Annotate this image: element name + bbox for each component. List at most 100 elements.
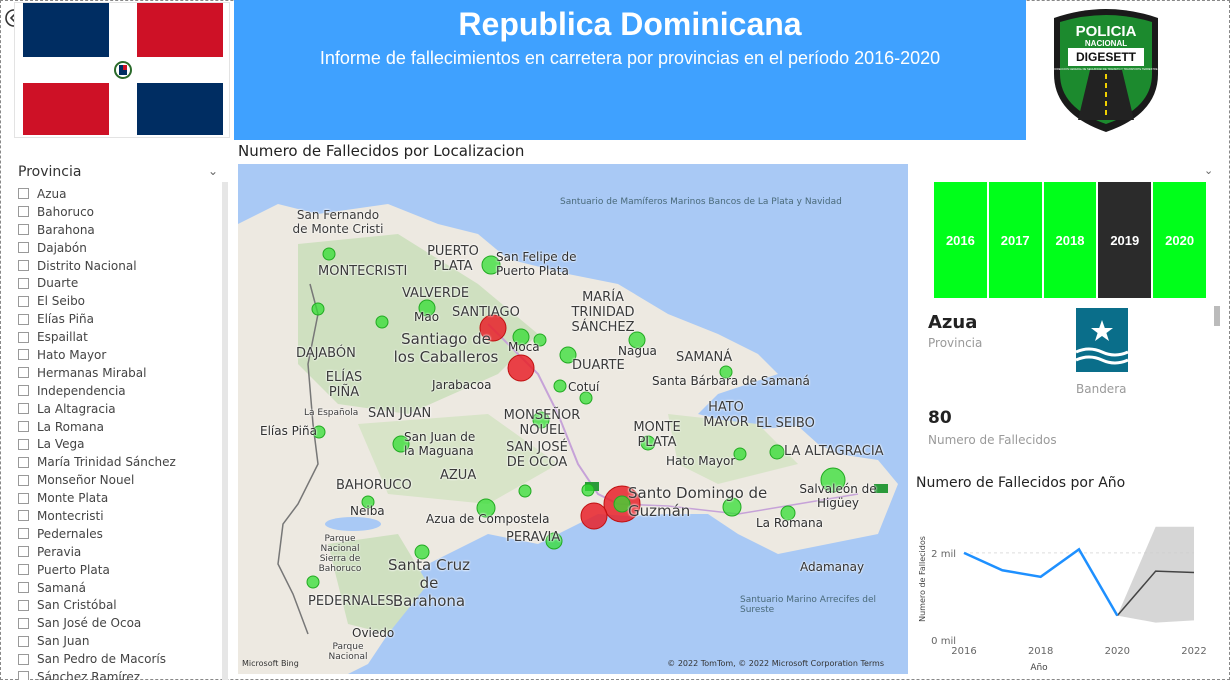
map-bubble[interactable]: [481, 255, 501, 275]
map-bubble[interactable]: [579, 391, 593, 405]
series-line[interactable]: [963, 547, 1119, 617]
map-bubble[interactable]: [512, 328, 530, 346]
map-bubble[interactable]: [820, 467, 846, 493]
checkbox[interactable]: [18, 224, 29, 236]
map-bubble[interactable]: [507, 354, 535, 382]
slicer-item[interactable]: Sánchez Ramírez: [18, 668, 218, 680]
checkbox[interactable]: [18, 546, 29, 558]
chevron-down-icon[interactable]: ⌄: [208, 164, 219, 178]
map-bubble[interactable]: [479, 314, 507, 342]
map-bubble[interactable]: [719, 365, 733, 379]
slicer-item[interactable]: San José de Ocoa: [18, 614, 218, 632]
slicer-item[interactable]: María Trinidad Sánchez: [18, 453, 218, 471]
map-bubble[interactable]: [532, 411, 550, 429]
checkbox[interactable]: [18, 331, 29, 343]
checkbox[interactable]: [18, 653, 29, 665]
checkbox[interactable]: [18, 242, 29, 254]
slicer-item[interactable]: La Altagracia: [18, 400, 218, 418]
map-bubble[interactable]: [518, 484, 532, 498]
map-bubble[interactable]: [476, 498, 496, 518]
checkbox[interactable]: [18, 313, 29, 325]
panel-scrollbar[interactable]: [1214, 306, 1220, 326]
checkbox[interactable]: [18, 564, 29, 576]
slicer-scrollbar[interactable]: [222, 182, 228, 680]
checkbox[interactable]: [18, 403, 29, 415]
slicer-item[interactable]: San Pedro de Macorís: [18, 650, 218, 668]
slicer-item[interactable]: Elías Piña: [18, 310, 218, 328]
map-bubble[interactable]: [628, 331, 646, 349]
slicer-item[interactable]: Peravia: [18, 543, 218, 561]
slicer-item[interactable]: Distrito Nacional: [18, 257, 218, 275]
map-bubble[interactable]: [769, 444, 785, 460]
map-copyright[interactable]: © 2022 TomTom, © 2022 Microsoft Corporat…: [667, 659, 884, 668]
map-bubble[interactable]: [375, 315, 389, 329]
year-button[interactable]: 2019: [1098, 182, 1152, 298]
map-bubble[interactable]: [640, 435, 656, 451]
map-visual[interactable]: Santuario de Mamíferos Marinos Bancos de…: [238, 164, 908, 674]
checkbox[interactable]: [18, 671, 29, 680]
map-bubble[interactable]: [306, 575, 320, 589]
slicer-item[interactable]: Duarte: [18, 274, 218, 292]
map-bubble[interactable]: [311, 302, 325, 316]
map-bubble[interactable]: [722, 497, 742, 517]
map-bubble[interactable]: [361, 495, 375, 509]
slicer-item[interactable]: San Juan: [18, 632, 218, 650]
slicer-item[interactable]: Hermanas Mirabal: [18, 364, 218, 382]
slicer-item[interactable]: Puerto Plata: [18, 561, 218, 579]
slicer-item[interactable]: Monseñor Nouel: [18, 471, 218, 489]
slicer-item[interactable]: La Romana: [18, 418, 218, 436]
map-bubble[interactable]: [414, 544, 430, 560]
map-bubble[interactable]: [312, 425, 326, 439]
slicer-item[interactable]: Independencia: [18, 382, 218, 400]
year-button[interactable]: 2017: [988, 182, 1042, 298]
checkbox[interactable]: [18, 582, 29, 594]
slicer-item[interactable]: La Vega: [18, 435, 218, 453]
checkbox[interactable]: [18, 206, 29, 218]
map-bubble[interactable]: [580, 502, 608, 530]
checkbox[interactable]: [18, 277, 29, 289]
slicer-item[interactable]: El Seibo: [18, 292, 218, 310]
checkbox[interactable]: [18, 349, 29, 361]
slicer-item[interactable]: Samaná: [18, 579, 218, 597]
checkbox[interactable]: [18, 188, 29, 200]
checkbox[interactable]: [18, 295, 29, 307]
map-bubble[interactable]: [559, 346, 577, 364]
map-bubble[interactable]: [418, 299, 436, 317]
year-button[interactable]: 2016: [934, 182, 987, 298]
checkbox[interactable]: [18, 617, 29, 629]
map-bubble[interactable]: [613, 495, 631, 513]
checkbox[interactable]: [18, 599, 29, 611]
checkbox[interactable]: [18, 528, 29, 540]
map-bubble[interactable]: [733, 447, 747, 461]
slicer-item[interactable]: Monte Plata: [18, 489, 218, 507]
slicer-item[interactable]: Pedernales: [18, 525, 218, 543]
year-button[interactable]: 2018: [1043, 182, 1097, 298]
map-bubble[interactable]: [553, 379, 567, 393]
slicer-item[interactable]: Hato Mayor: [18, 346, 218, 364]
map-bubble[interactable]: [581, 483, 595, 497]
checkbox[interactable]: [18, 260, 29, 271]
slicer-item[interactable]: Bahoruco: [18, 203, 218, 221]
map-bubble[interactable]: [392, 435, 410, 453]
slicer-item[interactable]: Dajabón: [18, 239, 218, 257]
checkbox[interactable]: [18, 385, 29, 397]
checkbox[interactable]: [18, 635, 29, 647]
chevron-down-icon[interactable]: ⌄: [1204, 164, 1214, 177]
checkbox[interactable]: [18, 367, 29, 379]
checkbox[interactable]: [18, 456, 29, 468]
checkbox[interactable]: [18, 510, 29, 522]
line-chart[interactable]: 0 mil 2 mil 2016 2018 2020 2022 Año Numero de F…: [912, 498, 1212, 678]
slicer-item[interactable]: Espaillat: [18, 328, 218, 346]
checkbox[interactable]: [18, 438, 29, 450]
map-bubble[interactable]: [322, 247, 336, 261]
map-bubble[interactable]: [780, 505, 796, 521]
slicer-item[interactable]: San Cristóbal: [18, 596, 218, 614]
slicer-item[interactable]: Barahona: [18, 221, 218, 239]
map-bubble[interactable]: [545, 532, 563, 550]
map-bubble[interactable]: [533, 333, 547, 347]
checkbox[interactable]: [18, 492, 29, 504]
year-button[interactable]: 2020: [1153, 182, 1206, 298]
checkbox[interactable]: [18, 421, 29, 433]
slicer-item[interactable]: Montecristi: [18, 507, 218, 525]
checkbox[interactable]: [18, 474, 29, 486]
